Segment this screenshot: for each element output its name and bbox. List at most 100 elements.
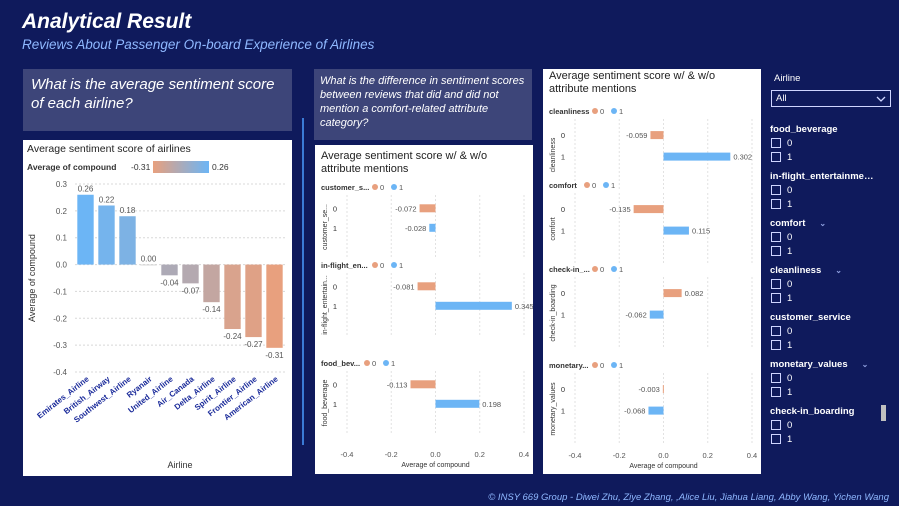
checkbox[interactable] [771,387,781,398]
filter-option[interactable]: 0 [770,326,895,340]
checkbox[interactable] [771,293,781,304]
checkbox[interactable] [771,340,781,351]
data-label: -0.068 [624,407,645,416]
x-tick-label: 0.0 [430,450,440,459]
legend-label-0: 0 [600,265,604,274]
filter-group-title[interactable]: cleanliness ⌄ [770,265,895,279]
checkbox[interactable] [771,279,781,290]
data-label: -0.003 [639,385,660,394]
filter-option[interactable]: 0 [770,138,895,152]
category-label: 0 [333,282,337,291]
filter-option-label: 1 [787,152,793,163]
filter-option-label: 1 [787,387,793,398]
x-tick-label: -0.2 [385,450,398,459]
filter-option[interactable]: 1 [770,340,895,354]
bar [417,282,436,291]
bar [410,380,436,389]
filter-group-label: cleanliness [770,265,822,276]
checkbox[interactable] [771,199,781,210]
x-tick-label: -0.4 [569,451,582,460]
filter-group-title[interactable]: in-flight_entertainme… [770,171,895,185]
legend-label-0: 0 [592,181,596,190]
attribute-chart-right: Average sentiment score w/ & w/oattribut… [549,70,757,470]
bar [663,289,682,298]
category-label: 0 [561,289,565,298]
legend-swatch-0 [372,184,378,190]
airline-dropdown[interactable]: All [771,90,891,107]
filter-group-title[interactable]: customer_service [770,312,895,326]
bar [77,194,94,265]
checkbox[interactable] [771,138,781,149]
filter-group-title[interactable]: comfort ⌄ [770,218,895,232]
legend-swatch-1 [391,262,397,268]
question-attribute-difference: What is the difference in sentiment scor… [314,69,532,140]
filter-option-label: 0 [787,326,793,337]
filter-option[interactable]: 1 [770,434,895,448]
filter-option-label: 0 [787,232,793,243]
legend-swatch-0 [584,182,590,188]
filter-group-label: monetary_values [770,359,848,370]
bar [663,226,689,235]
bar [435,399,480,408]
panel-label: monetary... [549,361,588,370]
chevron-down-icon[interactable]: ⌄ [835,266,842,275]
filter-option[interactable]: 1 [770,293,895,307]
airline-sentiment-chart: Average sentiment score of airlines Avera… [27,143,285,470]
panel-axis-label: check-in_boarding [550,284,557,341]
scrollbar[interactable] [881,405,886,421]
filter-option[interactable]: 1 [770,152,895,166]
checkbox[interactable] [771,420,781,431]
filter-group-title[interactable]: monetary_values ⌄ [770,359,895,373]
attribute-filters: food_beverage 0 1 in-flight_entertainme… 0 1 c… [770,124,895,453]
filter-group-label: comfort [770,218,806,229]
filter-option[interactable]: 0 [770,279,895,293]
category-label: 1 [561,227,565,236]
attribute-chart-left-panel: Average sentiment score w/ & w/o attribut… [315,145,534,474]
divider [302,118,304,445]
filter-option[interactable]: 0 [770,232,895,246]
filter-group: in-flight_entertainme… 0 1 [770,171,895,213]
filter-option[interactable]: 0 [770,420,895,434]
filter-option[interactable]: 1 [770,246,895,260]
filter-option-label: 0 [787,373,793,384]
data-label: 0.345 [515,302,533,311]
bar [435,301,512,310]
bar [649,310,664,319]
y-tick-label: 0.3 [56,180,68,189]
bar [633,205,664,214]
category-label: 0 [561,205,565,214]
checkbox[interactable] [771,232,781,243]
panel-label: cleanliness [549,107,589,116]
checkbox[interactable] [771,152,781,163]
chevron-down-icon[interactable]: ⌄ [819,219,827,228]
bar [182,264,199,284]
checkbox[interactable] [771,434,781,445]
data-label: -0.14 [202,305,221,314]
filter-group-title[interactable]: check-in_boarding [770,406,895,420]
filter-group: food_beverage 0 1 [770,124,895,166]
panel-axis-label: cleanliness [550,137,557,172]
attribute-chart-right-panel: Average sentiment score w/ & w/o attribut… [543,69,761,474]
checkbox[interactable] [771,185,781,196]
legend-swatch-1 [391,184,397,190]
checkbox[interactable] [771,246,781,257]
bar [648,406,664,415]
checkbox[interactable] [771,373,781,384]
filter-option[interactable]: 1 [770,199,895,213]
category-label: 1 [333,400,337,409]
data-label: -0.27 [244,340,263,349]
data-label: -0.04 [160,278,179,287]
checkbox[interactable] [771,326,781,337]
page-subtitle: Reviews About Passenger On-board Experie… [22,37,375,52]
filter-group: check-in_boarding 0 1 [770,406,895,448]
filter-option[interactable]: 0 [770,373,895,387]
category-label: 0 [561,131,565,140]
chevron-down-icon[interactable]: ⌄ [861,360,869,369]
filter-option-label: 1 [787,340,793,351]
filter-option[interactable]: 1 [770,387,895,401]
filter-group-title[interactable]: food_beverage [770,124,895,138]
filter-option[interactable]: 0 [770,185,895,199]
data-label: 0.22 [99,195,115,204]
filter-group: cleanliness ⌄ 0 1 [770,265,895,307]
bar [98,205,115,265]
